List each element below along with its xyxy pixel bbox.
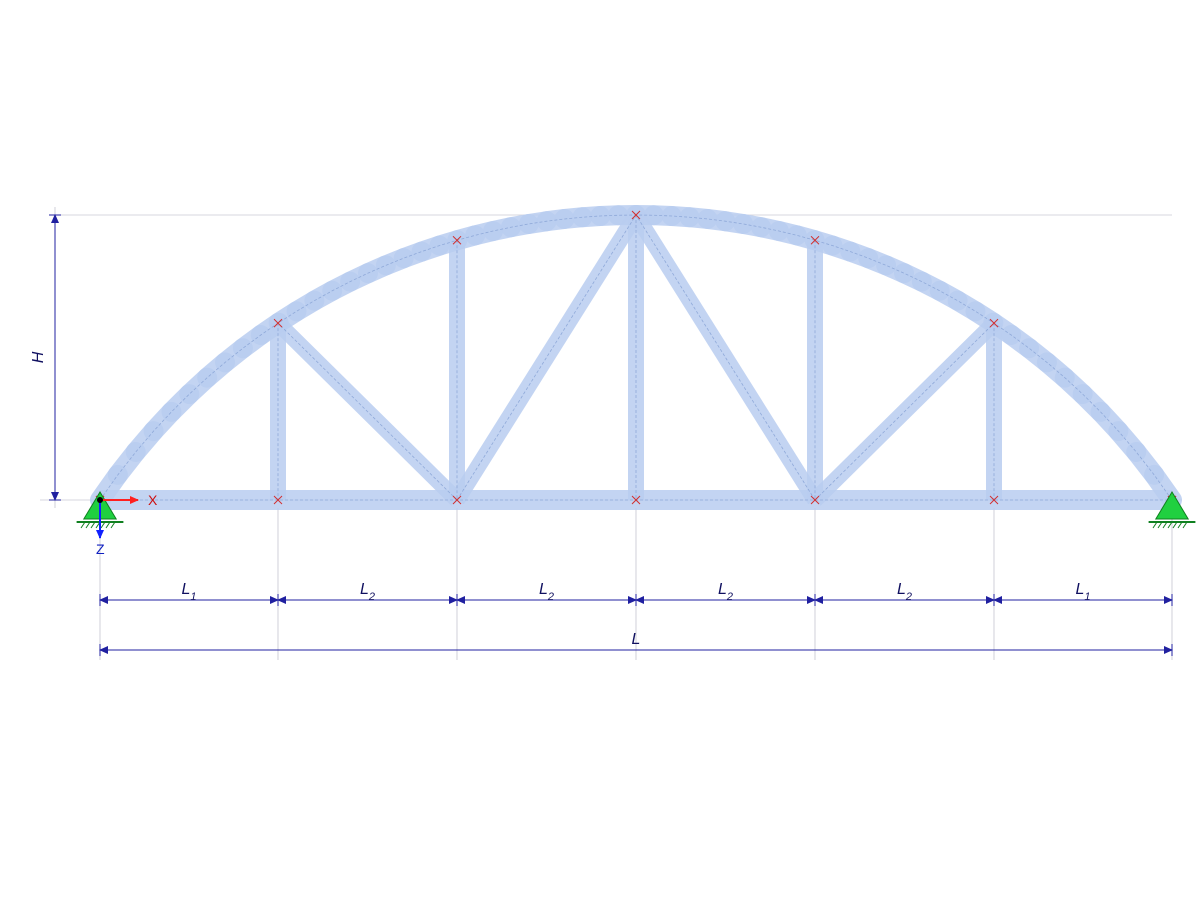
dim-total-label: L bbox=[632, 631, 641, 648]
axis-z-label: Z bbox=[96, 541, 105, 557]
canvas-bg bbox=[0, 0, 1200, 900]
axis-origin bbox=[97, 497, 103, 503]
dim-height-label: H bbox=[30, 351, 47, 363]
axis-x-label: X bbox=[148, 492, 158, 508]
truss-diagram: XZHL1L2L2L2L2L1L bbox=[0, 0, 1200, 900]
